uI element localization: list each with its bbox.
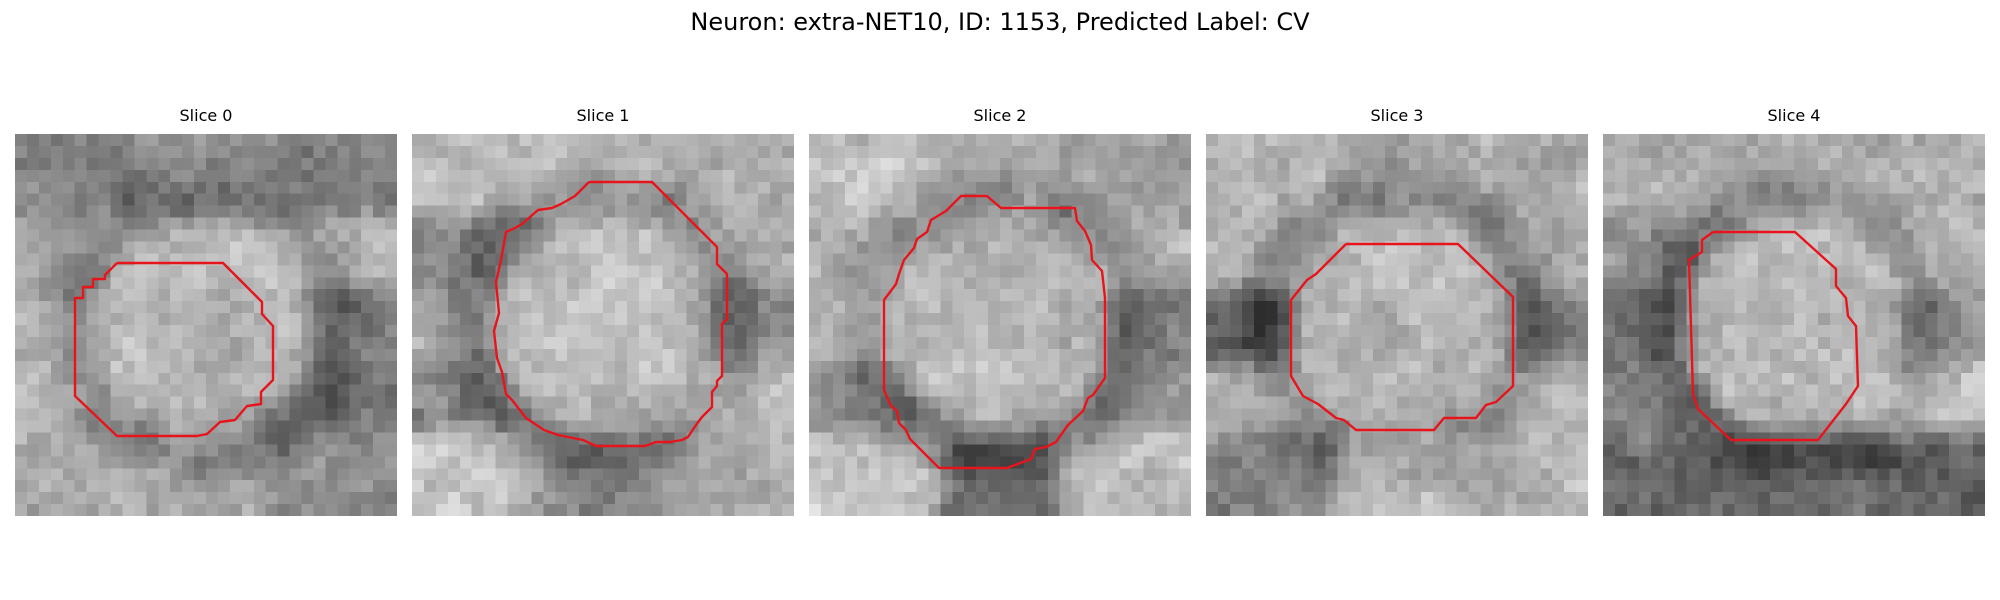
slice-panel-4: Slice 4 — [1603, 106, 1985, 516]
contour-outline — [1687, 230, 1860, 442]
slice-image — [1206, 134, 1588, 516]
figure-title: Neuron: extra-NET10, ID: 1153, Predicted… — [690, 8, 1310, 36]
grayscale-pixel-grid — [412, 134, 794, 516]
slice-image — [809, 134, 1191, 516]
contour-outline — [73, 261, 275, 438]
grayscale-pixel-grid — [1206, 134, 1588, 516]
slice-panel-0: Slice 0 — [15, 106, 397, 516]
grayscale-pixel-grid — [809, 134, 1191, 516]
contour-outline — [882, 194, 1107, 470]
slice-image — [1603, 134, 1985, 516]
slice-title: Slice 1 — [576, 106, 630, 125]
slice-panel-3: Slice 3 — [1206, 106, 1588, 516]
slice-panel-2: Slice 2 — [809, 106, 1191, 516]
grayscale-pixel-grid — [15, 134, 397, 516]
grayscale-pixel-grid — [1603, 134, 1985, 516]
contour-outline — [1289, 242, 1515, 432]
slice-panel-1: Slice 1 — [412, 106, 794, 516]
contour-outline — [492, 180, 729, 448]
slice-image — [15, 134, 397, 516]
slice-image — [412, 134, 794, 516]
slice-title: Slice 3 — [1370, 106, 1424, 125]
slice-title: Slice 0 — [179, 106, 233, 125]
slice-title: Slice 4 — [1767, 106, 1821, 125]
slice-title: Slice 2 — [973, 106, 1027, 125]
